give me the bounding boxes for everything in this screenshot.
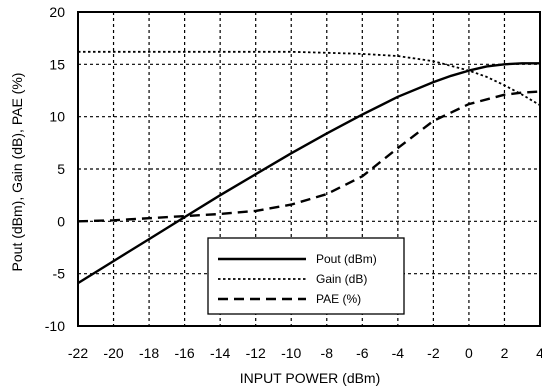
x-tick-label: -22 [68,345,88,361]
x-tick-label: -8 [321,345,334,361]
gain-db-line [78,50,541,106]
x-tick-label: -12 [246,345,266,361]
legend-label: Gain (dB) [316,272,367,286]
x-tick-label: -16 [174,345,194,361]
legend-label: Pout (dBm) [316,252,377,266]
pae-line [77,90,541,223]
grid-lines [78,12,540,326]
x-tick-label: 4 [536,345,542,361]
x-axis-label: INPUT POWER (dBm) [240,370,381,386]
x-tick-label: -6 [356,345,369,361]
legend-label: PAE (%) [316,292,361,306]
x-tick-labels: -22 -20 -18 -16 -14 -12 -10 -8 -6 -4 -2 0 2 4 [68,345,542,361]
x-tick-label: -20 [103,345,123,361]
pout-dbm-line [77,62,540,285]
y-tick-label: -5 [53,266,66,282]
y-axis-label: Pout (dBm), Gain (dB), PAE (%) [9,73,25,272]
y-tick-label: 0 [57,213,65,229]
y-tick-label: -10 [45,318,65,334]
x-tick-label: 2 [501,345,509,361]
x-tick-label: -18 [139,345,159,361]
y-tick-label: 10 [49,109,65,125]
plot-frame [77,11,541,327]
y-tick-label: 20 [49,4,65,20]
x-tick-label: -2 [427,345,440,361]
x-tick-label: -14 [210,345,230,361]
x-tick-label: -4 [392,345,405,361]
x-tick-label: -10 [281,345,301,361]
y-tick-label: 15 [49,56,65,72]
x-tick-label: 0 [465,345,473,361]
series-group [77,50,541,285]
y-tick-labels: -10 -5 0 5 10 15 20 [45,4,65,334]
legend-box [207,237,405,315]
legend: Pout (dBm) Gain (dB) PAE (%) [207,237,405,315]
y-tick-label: 5 [57,161,65,177]
